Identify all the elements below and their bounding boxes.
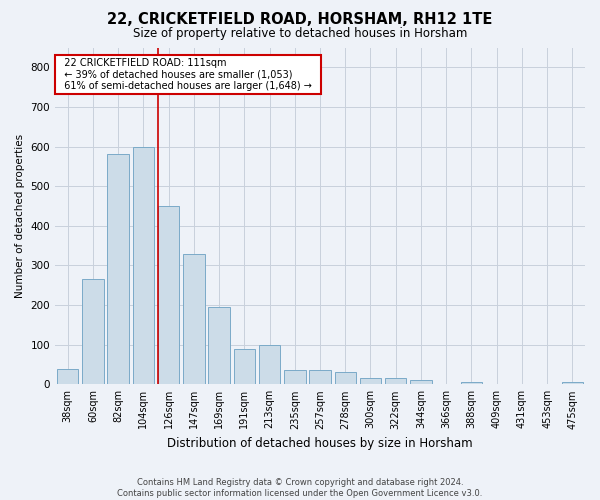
Bar	[208, 307, 230, 384]
Text: 22, CRICKETFIELD ROAD, HORSHAM, RH12 1TE: 22, CRICKETFIELD ROAD, HORSHAM, RH12 1TE	[107, 12, 493, 28]
Bar	[562, 382, 583, 384]
Bar	[360, 378, 381, 384]
Bar	[284, 370, 305, 384]
Bar	[133, 146, 154, 384]
Bar	[183, 254, 205, 384]
Bar	[158, 206, 179, 384]
Text: Size of property relative to detached houses in Horsham: Size of property relative to detached ho…	[133, 28, 467, 40]
Text: Contains HM Land Registry data © Crown copyright and database right 2024.
Contai: Contains HM Land Registry data © Crown c…	[118, 478, 482, 498]
Bar	[82, 280, 104, 384]
Bar	[335, 372, 356, 384]
Bar	[309, 370, 331, 384]
Bar	[461, 382, 482, 384]
Bar	[410, 380, 431, 384]
Bar	[259, 344, 280, 385]
X-axis label: Distribution of detached houses by size in Horsham: Distribution of detached houses by size …	[167, 437, 473, 450]
Bar	[233, 348, 255, 384]
Bar	[57, 369, 79, 384]
Y-axis label: Number of detached properties: Number of detached properties	[15, 134, 25, 298]
Bar	[107, 154, 129, 384]
Bar	[385, 378, 406, 384]
Text: 22 CRICKETFIELD ROAD: 111sqm  
  ← 39% of detached houses are smaller (1,053)  
: 22 CRICKETFIELD ROAD: 111sqm ← 39% of de…	[58, 58, 318, 91]
